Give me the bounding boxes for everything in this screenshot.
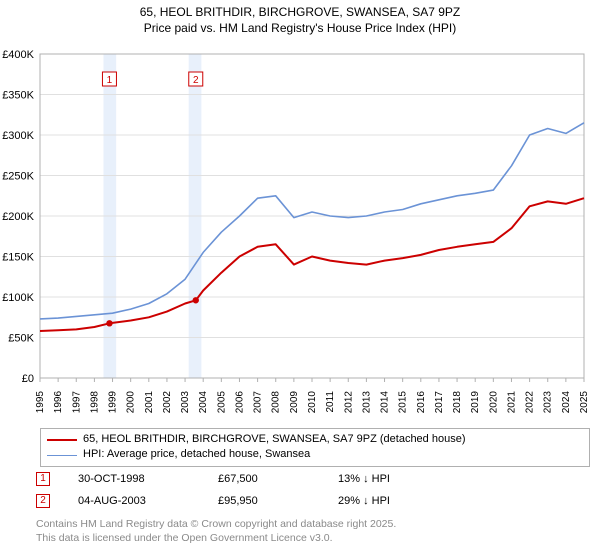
svg-text:£150K: £150K (2, 252, 34, 264)
record-date-2: 04-AUG-2003 (78, 495, 218, 507)
title-line-2: Price paid vs. HM Land Registry's House … (0, 20, 600, 36)
title-line-1: 65, HEOL BRITHDIR, BIRCHGROVE, SWANSEA, … (0, 4, 600, 20)
svg-text:£350K: £350K (2, 90, 34, 102)
svg-text:2003: 2003 (180, 391, 191, 414)
legend-item-hpi: HPI: Average price, detached house, Swan… (47, 447, 583, 462)
svg-text:2019: 2019 (470, 391, 481, 414)
svg-text:2017: 2017 (434, 391, 445, 414)
svg-text:2022: 2022 (525, 391, 536, 414)
svg-text:2001: 2001 (144, 391, 155, 414)
record-marker-1: 1 (36, 472, 50, 486)
svg-text:2008: 2008 (271, 391, 282, 414)
svg-text:£100K: £100K (2, 292, 34, 304)
svg-text:1997: 1997 (71, 391, 82, 414)
svg-text:£0: £0 (22, 373, 34, 385)
svg-text:2: 2 (193, 75, 199, 86)
svg-text:1995: 1995 (35, 391, 46, 414)
legend-swatch-hpi (47, 455, 77, 456)
legend-box: 65, HEOL BRITHDIR, BIRCHGROVE, SWANSEA, … (40, 428, 590, 467)
record-diff-1: 13% ↓ HPI (338, 473, 458, 485)
svg-text:2016: 2016 (416, 391, 427, 414)
footer-attribution: Contains HM Land Registry data © Crown c… (36, 518, 596, 545)
svg-text:2025: 2025 (579, 391, 590, 414)
record-marker-2: 2 (36, 494, 50, 508)
footer-line-2: This data is licensed under the Open Gov… (36, 532, 596, 546)
record-date-1: 30-OCT-1998 (78, 473, 218, 485)
svg-text:£50K: £50K (8, 333, 34, 345)
svg-text:2007: 2007 (253, 391, 264, 414)
svg-text:2024: 2024 (561, 391, 572, 414)
svg-text:1996: 1996 (53, 391, 64, 414)
svg-text:1: 1 (107, 75, 113, 86)
svg-text:2012: 2012 (343, 391, 354, 414)
svg-text:2020: 2020 (488, 391, 499, 414)
svg-text:2002: 2002 (162, 391, 173, 414)
legend-item-property: 65, HEOL BRITHDIR, BIRCHGROVE, SWANSEA, … (47, 432, 583, 447)
record-diff-2: 29% ↓ HPI (338, 495, 458, 507)
legend-label-hpi: HPI: Average price, detached house, Swan… (83, 447, 310, 462)
sale-records: 1 30-OCT-1998 £67,500 13% ↓ HPI 2 04-AUG… (36, 468, 590, 512)
legend-swatch-property (47, 439, 77, 441)
svg-text:2015: 2015 (398, 391, 409, 414)
svg-text:2011: 2011 (325, 391, 336, 413)
svg-text:2018: 2018 (452, 391, 463, 414)
svg-text:2010: 2010 (307, 391, 318, 414)
svg-text:1999: 1999 (108, 391, 119, 414)
sale-record-2: 2 04-AUG-2003 £95,950 29% ↓ HPI (36, 490, 590, 512)
svg-text:2006: 2006 (234, 391, 245, 414)
legend-label-property: 65, HEOL BRITHDIR, BIRCHGROVE, SWANSEA, … (83, 432, 465, 447)
svg-text:£250K: £250K (2, 171, 34, 183)
svg-text:£200K: £200K (2, 211, 34, 223)
record-price-2: £95,950 (218, 495, 338, 507)
svg-text:2014: 2014 (380, 391, 391, 414)
price-chart: £0£50K£100K£150K£200K£250K£300K£350K£400… (40, 50, 590, 420)
footer-line-1: Contains HM Land Registry data © Crown c… (36, 518, 596, 532)
svg-text:2005: 2005 (216, 391, 227, 414)
svg-text:2004: 2004 (198, 391, 209, 414)
svg-text:2009: 2009 (289, 391, 300, 414)
svg-text:£300K: £300K (2, 130, 34, 142)
svg-text:2013: 2013 (361, 391, 372, 414)
sale-record-1: 1 30-OCT-1998 £67,500 13% ↓ HPI (36, 468, 590, 490)
svg-text:2000: 2000 (126, 391, 137, 414)
svg-text:£400K: £400K (2, 49, 34, 61)
svg-text:1998: 1998 (89, 391, 100, 414)
svg-text:2023: 2023 (543, 391, 554, 414)
svg-text:2021: 2021 (506, 391, 517, 414)
record-price-1: £67,500 (218, 473, 338, 485)
